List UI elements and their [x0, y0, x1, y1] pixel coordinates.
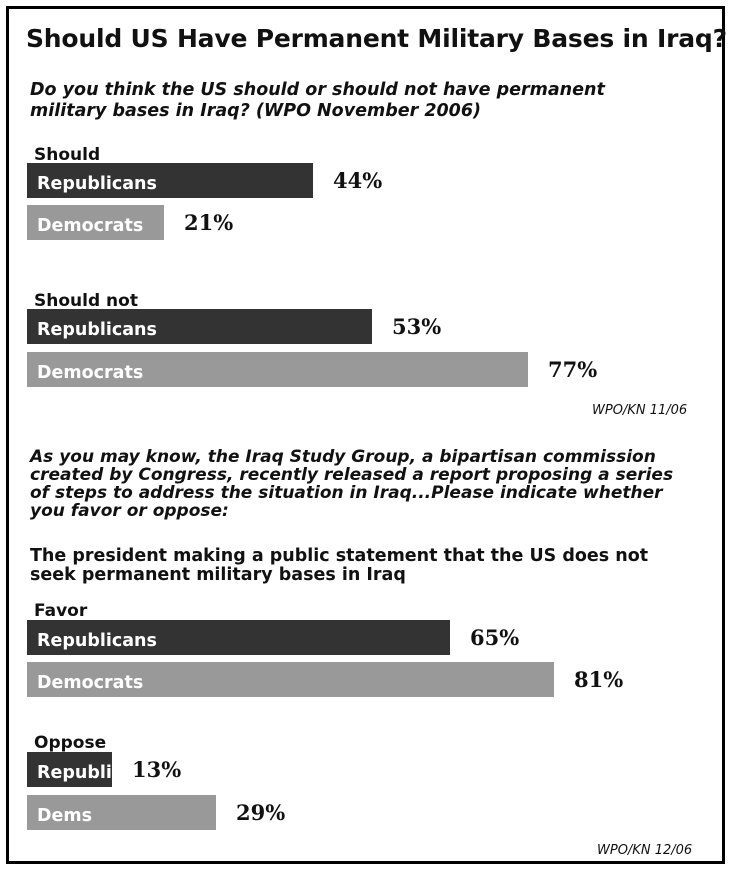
question-1-line-1: Do you think the US should or should not… — [30, 80, 605, 100]
question-1-line-2: military bases in Iraq? (WPO November 20… — [30, 101, 482, 121]
bar-should-not-democrats: Democrats — [27, 352, 528, 387]
bar-label: Republicans — [37, 763, 157, 783]
question-2-line-4: you favor or oppose: — [30, 501, 229, 521]
bar-value-label: 81% — [574, 667, 624, 692]
bar-should-republicans: Republicans — [27, 163, 313, 198]
bar-label: Dems — [37, 806, 93, 826]
bar-favor-republicans: Republicans — [27, 620, 450, 655]
group-label-should-not: Should not — [34, 291, 138, 311]
question-2-line-3: of steps to address the situation in Ira… — [30, 483, 663, 503]
bar-oppose-dems: Dems — [27, 795, 216, 830]
bar-favor-democrats: Democrats — [27, 662, 554, 697]
bar-label: Democrats — [37, 673, 144, 693]
question-2-line-2: created by Congress, recently released a… — [30, 465, 674, 485]
statement-line-1: The president making a public statement … — [30, 546, 649, 566]
bar-value-label: 13% — [132, 757, 182, 782]
bar-value-label: 44% — [333, 168, 383, 193]
chart-frame — [6, 6, 725, 864]
bar-label: Democrats — [37, 216, 144, 236]
bar-value-label: 65% — [470, 625, 520, 650]
source-note-1: WPO/KN 11/06 — [592, 403, 688, 418]
source-note-2: WPO/KN 12/06 — [597, 843, 693, 858]
question-2-line-1: As you may know, the Iraq Study Group, a… — [30, 447, 656, 467]
statement-line-2: seek permanent military bases in Iraq — [30, 565, 406, 585]
bar-oppose-republicans: Republicans — [27, 752, 157, 787]
bar-value-label: 53% — [392, 314, 442, 339]
bar-value-label: 21% — [184, 210, 234, 235]
bar-label: Republicans — [37, 320, 157, 340]
bar-label: Republicans — [37, 631, 157, 651]
bar-label: Republicans — [37, 174, 157, 194]
group-label-oppose: Oppose — [34, 733, 107, 753]
bar-should-not-republicans: Republicans — [27, 309, 372, 344]
bar-should-democrats: Democrats — [27, 205, 164, 240]
group-label-should: Should — [34, 145, 101, 165]
bar-label: Democrats — [37, 363, 144, 383]
group-label-favor: Favor — [34, 601, 88, 621]
bar-value-label: 29% — [236, 800, 286, 825]
bar-value-label: 77% — [548, 357, 598, 382]
chart-title: Should US Have Permanent Military Bases … — [26, 24, 727, 53]
